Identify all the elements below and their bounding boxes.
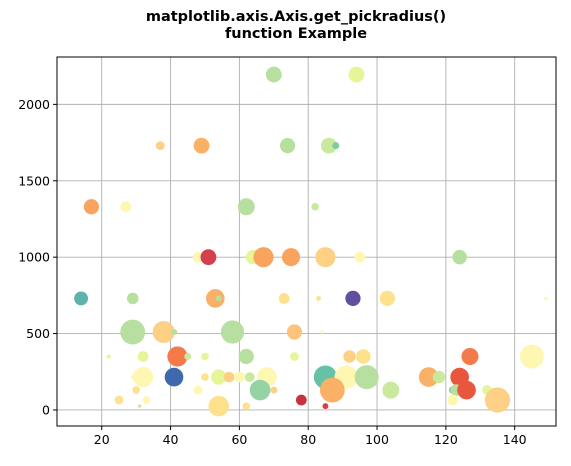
chart-title-line-2: function Example xyxy=(225,26,367,42)
scatter-point xyxy=(152,321,175,344)
scatter-point xyxy=(192,251,204,263)
scatter-point xyxy=(354,365,379,390)
y-tick-label: 500 xyxy=(26,326,50,341)
plot-frame xyxy=(56,56,557,427)
scatter-point xyxy=(126,292,139,305)
scatter-point xyxy=(234,371,245,383)
scatter-point xyxy=(208,395,230,417)
x-tick-label: 120 xyxy=(434,432,458,447)
data-points xyxy=(74,66,548,417)
y-tick-label: 2000 xyxy=(18,97,50,112)
scatter-point xyxy=(457,380,476,400)
scatter-point xyxy=(193,137,210,154)
scatter-point xyxy=(290,352,299,361)
scatter-point xyxy=(322,403,329,410)
scatter-point xyxy=(281,248,301,267)
scatter-point xyxy=(201,373,209,381)
scatter-point xyxy=(106,354,111,359)
scatter-point xyxy=(356,349,371,364)
scatter-point xyxy=(137,404,142,408)
scatter-point xyxy=(543,296,548,301)
chart-title-line-1: matplotlib.axis.Axis.get_pickradius() xyxy=(146,9,446,25)
axis-ticks: 20 40 60 80 100 120 140 0 500 1000 1500 2000 xyxy=(18,97,526,447)
scatter-point xyxy=(137,351,149,362)
scatter-point xyxy=(295,394,307,406)
scatter-point xyxy=(316,296,321,301)
scatter-point xyxy=(74,291,89,306)
y-tick-label: 1000 xyxy=(18,250,50,265)
scatter-point xyxy=(249,379,271,401)
scatter-point xyxy=(237,198,255,216)
scatter-point xyxy=(120,319,146,345)
scatter-point xyxy=(132,386,140,394)
y-tick-label: 0 xyxy=(42,402,50,417)
scatter-point xyxy=(83,199,100,215)
scatter-point xyxy=(332,142,340,150)
scatter-point xyxy=(311,202,319,211)
scatter-point xyxy=(215,295,222,302)
scatter-point xyxy=(193,385,203,395)
scatter-point xyxy=(242,402,251,410)
scatter-point xyxy=(244,372,255,383)
scatter-point xyxy=(265,66,282,83)
scatter-point xyxy=(270,386,278,394)
scatter-point xyxy=(320,330,324,334)
scatter-point xyxy=(354,251,366,263)
scatter-point xyxy=(452,249,467,265)
scatter-point xyxy=(319,377,345,403)
x-tick-label: 20 xyxy=(94,432,110,447)
x-tick-label: 140 xyxy=(503,432,527,447)
scatter-point xyxy=(155,141,165,151)
scatter-point xyxy=(223,371,235,383)
scatter-point xyxy=(120,201,132,213)
scatter-point xyxy=(379,290,395,307)
scatter-point xyxy=(132,367,154,388)
scatter-point xyxy=(461,347,479,365)
scatter-point xyxy=(382,381,400,399)
scatter-point xyxy=(447,394,459,406)
scatter-point xyxy=(220,320,245,344)
y-tick-label: 1500 xyxy=(18,173,50,188)
scatter-point xyxy=(201,352,209,361)
scatter-point xyxy=(238,348,254,365)
x-tick-label: 60 xyxy=(231,432,247,447)
x-tick-label: 80 xyxy=(300,432,316,447)
scatter-point xyxy=(170,328,178,336)
scatter-point xyxy=(253,247,274,268)
scatter-point xyxy=(432,370,446,384)
scatter-point xyxy=(164,367,184,387)
scatter-point xyxy=(142,396,151,404)
x-tick-label: 100 xyxy=(365,432,389,447)
scatter-point xyxy=(418,367,439,387)
scatter-point xyxy=(343,350,356,363)
scatter-point xyxy=(519,344,544,369)
scatter-point xyxy=(211,369,227,385)
grid xyxy=(57,57,556,426)
scatter-point xyxy=(205,289,225,308)
scatter-point xyxy=(286,324,303,340)
scatter-point xyxy=(348,66,365,83)
scatter-point xyxy=(184,353,192,360)
scatter-point xyxy=(345,290,361,307)
scatter-point xyxy=(278,293,290,304)
scatter-point xyxy=(114,395,124,405)
scatter-point xyxy=(315,247,336,268)
scatter-point xyxy=(279,138,296,154)
scatter-point xyxy=(484,387,511,413)
scatter-point xyxy=(167,346,188,367)
scatter-point xyxy=(200,249,217,266)
x-tick-label: 40 xyxy=(163,432,179,447)
scatter-point xyxy=(320,137,337,154)
